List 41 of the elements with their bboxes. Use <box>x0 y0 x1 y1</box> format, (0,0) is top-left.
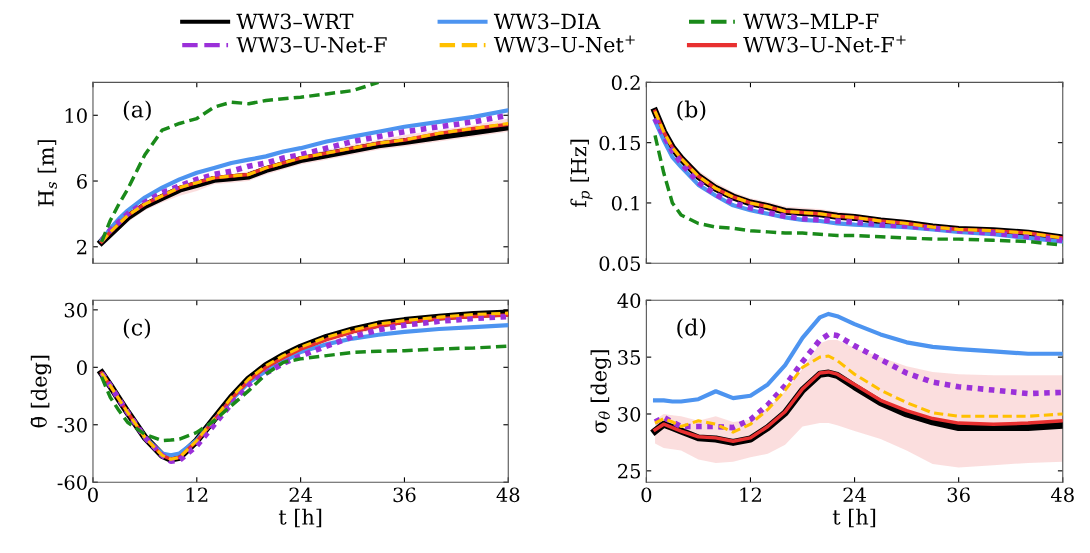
x-tick-label: 48 <box>496 487 520 503</box>
y-axis-title: θ̄ [deg] <box>30 355 52 428</box>
y-tick-label: 6 <box>77 173 87 189</box>
y-tick-label: 10 <box>65 108 87 123</box>
x-tick-label: 36 <box>393 487 416 503</box>
legend-label: WW3–U-Net-F$^{+}$ <box>743 35 906 53</box>
y-tick-label: 25 <box>618 463 641 479</box>
x-tick-label: 48 <box>1050 487 1074 503</box>
y-tick-label: 2 <box>77 239 87 255</box>
y-tick-label: 30 <box>618 406 641 422</box>
x-tick-label: 12 <box>186 487 208 502</box>
y-axis-title: H$_{s}$ [m] <box>37 140 57 207</box>
y-tick-label: -30 <box>57 417 87 433</box>
x-tick-label: 24 <box>289 487 313 502</box>
legend-label: WW3–DIA <box>493 13 601 30</box>
x-tick-label: 24 <box>843 487 866 502</box>
y-tick-label: 30 <box>64 302 87 318</box>
y-axis-title: σ$_{θ}$ [deg] <box>590 350 612 434</box>
annotation: (a) <box>123 100 151 121</box>
y-tick-label: 0.2 <box>611 75 640 91</box>
x-tick-label: 12 <box>740 487 761 502</box>
y-tick-label: 0 <box>77 360 87 375</box>
y-tick-label: 0.15 <box>599 135 641 151</box>
y-tick-label: 35 <box>618 350 641 365</box>
legend-label: WW3–WRT <box>236 13 354 30</box>
legend-label: WW3–U-Net$^{+}$ <box>493 35 635 53</box>
x-axis-title: t [h] <box>278 508 322 528</box>
annotation: (d) <box>677 318 706 339</box>
x-tick-label: 0 <box>641 487 652 503</box>
y-tick-label: 0.1 <box>611 195 639 211</box>
x-axis-title: t [h] <box>832 508 876 528</box>
x-tick-label: 0 <box>88 487 98 503</box>
legend-label: WW3–U-Net-F <box>236 36 387 53</box>
x-tick-label: 36 <box>947 487 970 503</box>
y-tick-label: -60 <box>57 475 87 490</box>
annotation: (b) <box>677 100 706 121</box>
annotation: (c) <box>123 318 151 339</box>
legend-label: WW3–MLP-F <box>743 13 879 30</box>
y-axis-title: f$_{p}$ [Hz] <box>570 139 593 208</box>
y-tick-label: 40 <box>617 293 641 308</box>
y-tick-label: 0.05 <box>599 256 641 271</box>
